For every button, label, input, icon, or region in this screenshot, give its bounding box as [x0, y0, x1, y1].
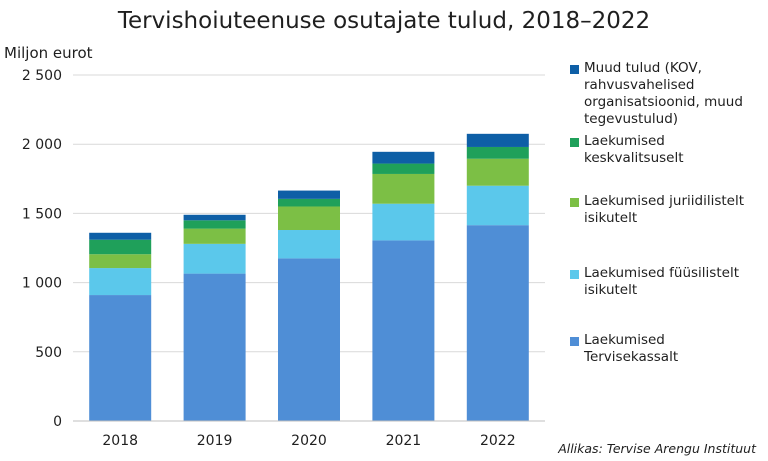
bar-segment-2018-series-0 [89, 295, 152, 421]
bar-segment-2020-series-0 [278, 258, 340, 421]
bar-segment-2021-series-3 [372, 163, 435, 174]
bar-segment-2021-series-4 [372, 151, 435, 164]
bar-segment-2022-series-3 [466, 146, 529, 159]
bar-segment-2022-series-4 [466, 133, 529, 147]
y-tick-label: 500 [35, 345, 62, 361]
x-tick-label: 2020 [291, 433, 327, 449]
legend-label: Laekumised Tervisekassalt [584, 332, 679, 365]
legend-swatch [570, 65, 579, 74]
x-tick-label: 2021 [386, 433, 422, 449]
bar-segment-2022-series-2 [466, 158, 529, 186]
bar-segment-2019-series-3 [183, 220, 246, 229]
bar-segment-2019-series-2 [183, 228, 246, 244]
x-axis-ticks: 2018 2019 2020 2021 2022 [102, 433, 515, 449]
legend-swatch [570, 198, 579, 207]
bar-segment-2021-series-0 [372, 240, 435, 421]
bar-segment-2020-series-2 [278, 206, 340, 231]
y-tick-label: 2 500 [22, 68, 62, 84]
y-axis-ticks: 0 500 1 000 1 500 2 000 2 500 [22, 68, 62, 430]
legend-swatch [570, 270, 579, 279]
y-axis-label: Miljon eurot [4, 44, 93, 62]
y-tick-label: 1 500 [22, 206, 62, 222]
bar-segment-2019-series-0 [183, 273, 246, 421]
legend-label: Laekumised füüsilistelt isikutelt [584, 265, 739, 298]
bar-segment-2020-series-1 [278, 230, 340, 259]
legend-label: Laekumised keskvalitsuselt [584, 133, 684, 166]
bar-segment-2018-series-1 [89, 268, 152, 296]
y-tick-label: 1 000 [22, 276, 62, 292]
y-tick-label: 2 000 [22, 137, 62, 153]
x-tick-label: 2019 [197, 433, 233, 449]
bar-segment-2018-series-4 [89, 232, 152, 240]
legend-swatch [570, 138, 579, 147]
bars [89, 133, 529, 421]
bar-segment-2019-series-1 [183, 243, 246, 274]
x-tick-label: 2018 [102, 433, 138, 449]
x-tick-label: 2022 [480, 433, 516, 449]
bar-segment-2022-series-0 [466, 225, 529, 421]
bar-segment-2018-series-3 [89, 239, 152, 255]
bar-segment-2019-series-4 [183, 214, 246, 221]
legend-label: Muud tulud (KOV, rahvusvahelised organis… [584, 60, 743, 127]
source-note: Allikas: Tervise Arengu Instituut [558, 441, 756, 456]
chart-title: Tervishoiuteenuse osutajate tulud, 2018–… [117, 8, 651, 34]
bar-segment-2018-series-2 [89, 254, 152, 269]
legend-swatch [570, 337, 579, 346]
bar-segment-2022-series-1 [466, 185, 529, 226]
bar-segment-2021-series-2 [372, 173, 435, 204]
legend-label: Laekumised juriidilistelt isikutelt [584, 193, 745, 226]
bar-segment-2020-series-3 [278, 198, 340, 207]
bar-segment-2021-series-1 [372, 203, 435, 241]
bar-segment-2020-series-4 [278, 190, 340, 199]
y-tick-label: 0 [53, 414, 62, 430]
